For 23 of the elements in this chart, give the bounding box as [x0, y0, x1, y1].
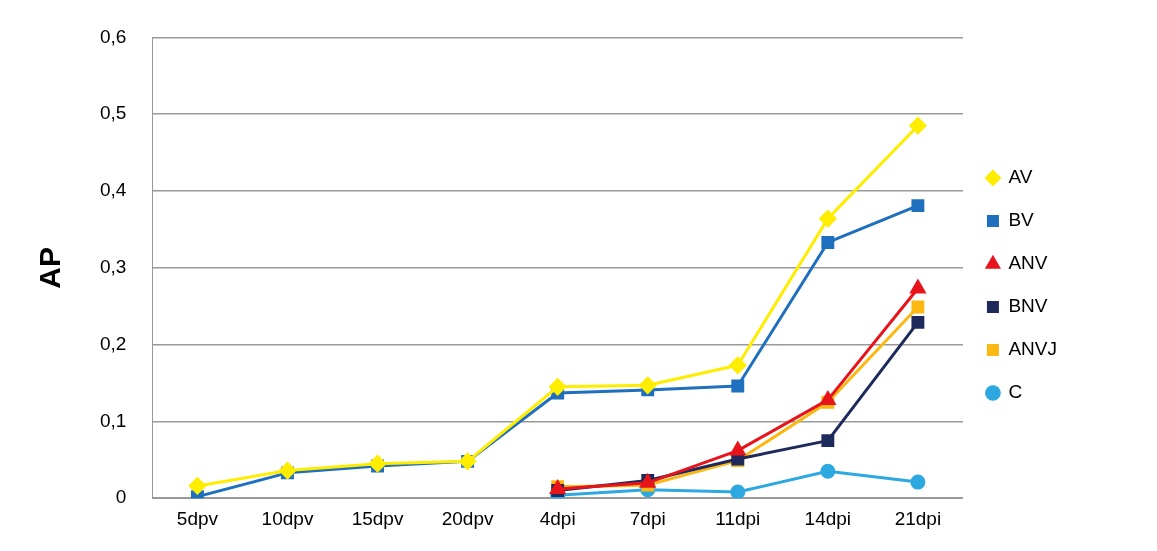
y-tick-label: 0 — [115, 486, 127, 508]
y-tick-label: 0,2 — [99, 332, 127, 354]
x-tick-label: 7dpi — [629, 507, 666, 529]
y-tick-label: 0,1 — [99, 409, 127, 431]
y-tick-label: 0,6 — [99, 25, 127, 47]
y-axis-title: AP — [33, 246, 67, 289]
x-tick-label: 20dpv — [441, 507, 494, 529]
x-tick-label: 15dpv — [351, 507, 404, 529]
y-tick-label: 0,5 — [99, 102, 127, 124]
x-tick-label: 14dpi — [804, 507, 852, 529]
x-tick-label: 10dpv — [261, 507, 314, 529]
x-tick-label: 11dpi — [715, 507, 761, 529]
legend-label: C — [1008, 381, 1023, 403]
x-tick-label: 5dpv — [176, 507, 219, 529]
y-tick-label: 0,3 — [99, 256, 127, 278]
x-tick-label: 21dpi — [894, 507, 942, 529]
legend-label: BNV — [1008, 295, 1048, 317]
legend-label: BV — [1008, 209, 1035, 231]
x-tick-label: 4dpi — [539, 507, 576, 529]
legend-label: AV — [1008, 166, 1033, 188]
legend-label: ANV — [1008, 252, 1048, 274]
legend-label: ANVJ — [1008, 338, 1058, 360]
y-tick-label: 0,4 — [99, 179, 127, 201]
